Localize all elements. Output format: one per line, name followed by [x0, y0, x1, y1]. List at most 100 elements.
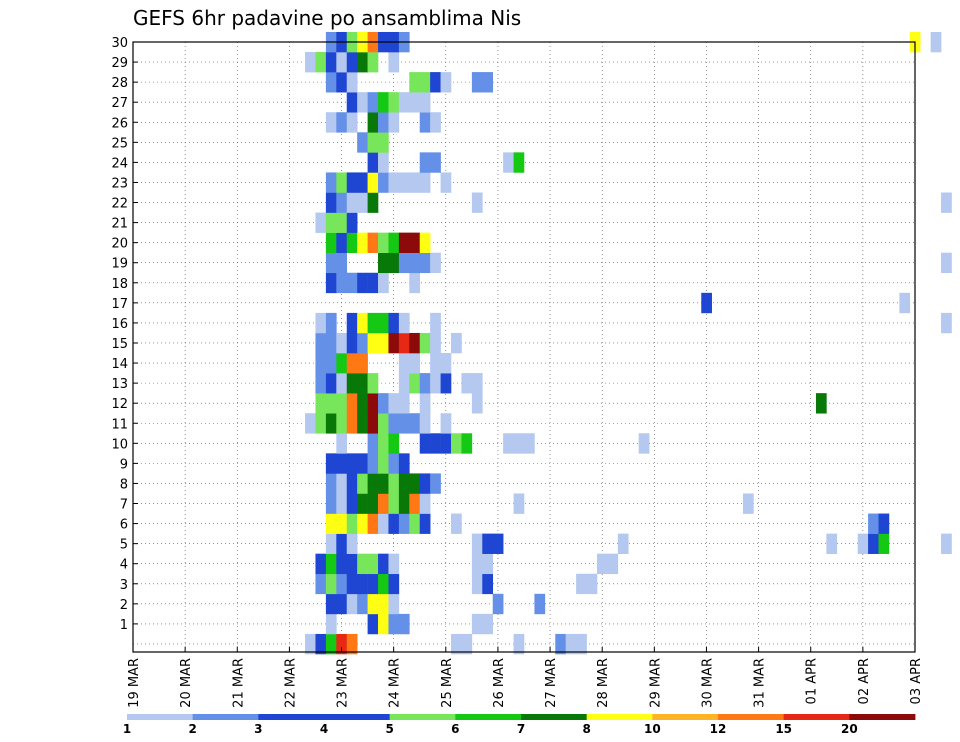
heatmap-cell: [325, 312, 337, 334]
legend-label: 10: [644, 722, 661, 736]
heatmap-cell: [398, 393, 410, 414]
heatmap-cell: [440, 413, 452, 434]
heatmap-cell: [398, 332, 410, 354]
x-tick-label: 31 MAR: [753, 658, 768, 708]
heatmap-cell: [336, 212, 348, 233]
y-tick-label: 19: [111, 257, 128, 272]
legend-swatch: [258, 714, 325, 720]
heatmap-cell: [367, 513, 379, 534]
heatmap-cell: [305, 633, 316, 655]
legend-swatch: [718, 714, 785, 720]
heatmap-cell: [576, 573, 587, 595]
heatmap-cell: [492, 533, 504, 554]
heatmap-cell: [336, 573, 348, 595]
heatmap-cell: [315, 573, 327, 595]
heatmap-cell: [826, 533, 838, 554]
heatmap-cell: [378, 112, 389, 133]
heatmap-cell: [430, 332, 441, 354]
heatmap-cell: [367, 413, 379, 434]
heatmap-cell: [378, 453, 389, 474]
heatmap-cell: [388, 232, 400, 253]
heatmap-cell: [513, 493, 525, 514]
heatmap-cell: [440, 433, 452, 454]
legend-swatch: [783, 714, 850, 720]
heatmap-cell: [315, 332, 327, 354]
x-tick-label: 20 MAR: [179, 658, 194, 708]
heatmap-cell: [440, 353, 452, 374]
heatmap-cell: [325, 52, 337, 73]
x-tick-label: 29 MAR: [648, 658, 663, 708]
heatmap-cell: [398, 473, 410, 494]
heatmap-cell: [503, 433, 514, 454]
legend-swatch: [192, 714, 259, 720]
heatmap-cell: [336, 533, 348, 554]
heatmap-cell: [315, 553, 327, 575]
heatmap-cell: [409, 513, 421, 534]
heatmap-cell: [409, 272, 421, 294]
heatmap-cell: [357, 593, 368, 615]
heatmap-cell: [461, 373, 473, 394]
y-tick-label: 10: [111, 437, 128, 452]
heatmap-cell: [336, 513, 348, 534]
y-tick-label: 1: [120, 618, 128, 633]
heatmap-cell: [701, 292, 712, 314]
legend-swatch: [521, 714, 588, 720]
heatmap-cell: [378, 152, 389, 173]
heatmap-cell: [346, 72, 358, 93]
heatmap-cell: [471, 533, 483, 554]
heatmap-cell: [471, 613, 483, 635]
heatmap-cell: [378, 493, 389, 514]
x-tick-label: 01 APR: [805, 658, 820, 704]
heatmap-cell: [388, 413, 400, 434]
heatmap-cell: [857, 533, 869, 554]
heatmap-cell: [357, 573, 368, 595]
heatmap-cell: [325, 473, 337, 494]
heatmap-cell: [367, 473, 379, 494]
y-tick-label: 3: [120, 578, 128, 593]
y-tick-label: 11: [111, 417, 128, 432]
heatmap-cell: [346, 92, 358, 113]
heatmap-cell: [336, 633, 348, 655]
heatmap-cell: [325, 613, 337, 635]
heatmap-cell: [346, 473, 358, 494]
y-tick-label: 4: [120, 558, 128, 573]
heatmap-cell: [419, 172, 431, 193]
heatmap-cell: [336, 433, 348, 454]
heatmap-cell: [388, 312, 400, 334]
heatmap-cell: [419, 152, 431, 173]
heatmap-cell: [336, 52, 348, 73]
heatmap-cell: [513, 433, 525, 454]
heatmap-cell: [513, 152, 525, 173]
x-axis: 19 MAR 20 MAR 21 MAR 22 MAR 23 MAR 24 MAR 25 M…: [127, 647, 924, 708]
heatmap-cell: [357, 473, 368, 494]
heatmap-cell: [378, 433, 389, 454]
heatmap-cell: [367, 433, 379, 454]
heatmap-cell: [878, 533, 890, 554]
chart-title: GEFS 6hr padavine po ansamblima Nis: [133, 6, 521, 30]
legend-label: 2: [188, 722, 196, 736]
heatmap-cell: [398, 92, 410, 113]
heatmap-cell: [398, 312, 410, 334]
heatmap-cell: [430, 373, 441, 394]
y-tick-label: 27: [111, 96, 128, 111]
heatmap-cell: [409, 332, 421, 354]
heatmap-cell: [471, 373, 483, 394]
heatmap-cell: [451, 332, 462, 354]
heatmap-cell: [325, 373, 337, 394]
legend-swatch: [127, 714, 194, 720]
heatmap-cell: [451, 513, 462, 534]
heatmap-cell: [367, 553, 379, 575]
heatmap-cell: [357, 52, 368, 73]
heatmap-cell: [346, 353, 358, 374]
legend-label: 12: [710, 722, 727, 736]
heatmap-cell: [346, 413, 358, 434]
heatmap-cell: [430, 433, 441, 454]
heatmap-cell: [336, 272, 348, 294]
heatmap-cell: [325, 192, 337, 213]
x-tick-label: 02 APR: [857, 658, 872, 704]
heatmap-cell: [378, 252, 389, 274]
heatmap-cell: [315, 413, 327, 434]
heatmap-cell: [378, 332, 389, 354]
heatmap-cell: [325, 593, 337, 615]
y-tick-label: 7: [120, 498, 128, 513]
